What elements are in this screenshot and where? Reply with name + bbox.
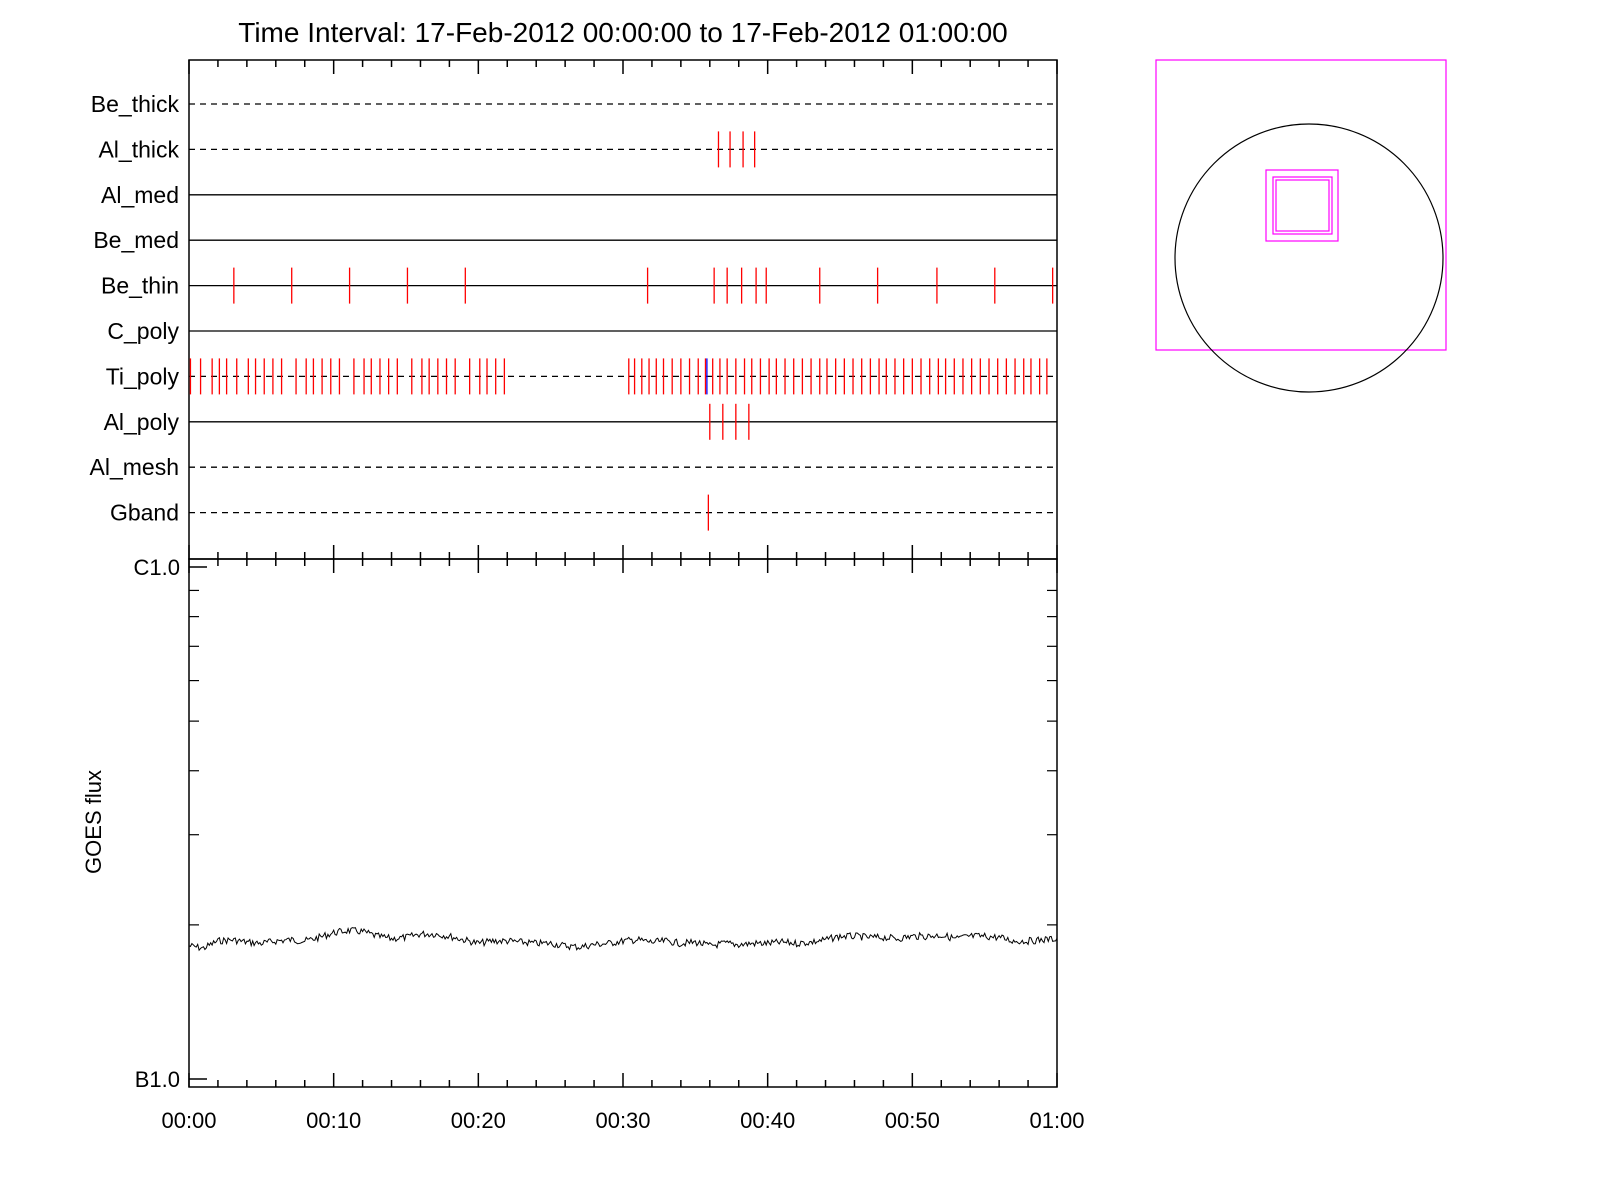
row-label-al_thick: Al_thick (98, 136, 179, 162)
x-tick-label: 00:10 (306, 1108, 361, 1133)
row-label-be_thick: Be_thick (91, 91, 180, 117)
fov-outer-box (1155, 59, 1447, 351)
goes-flux-panel: B1.0 C1.0 GOES flux 00:00 00:10 00:20 00:30 0… (81, 555, 1085, 1133)
goes-y-axis-label: GOES flux (81, 770, 106, 874)
row-label-al_mesh: Al_mesh (90, 454, 179, 480)
row-label-be_med: Be_med (93, 227, 179, 253)
goes-frame (188, 558, 1058, 1088)
row-label-al_poly: Al_poly (104, 409, 180, 435)
x-tick-label: 01:00 (1029, 1108, 1084, 1133)
row-label-c_poly: C_poly (107, 318, 179, 344)
x-tick-label: 00:20 (451, 1108, 506, 1133)
row-label-ti_poly: Ti_poly (106, 363, 180, 389)
filter-timeline-panel: Be_thick Al_thick Al_med Be_med Be_thin C_pol… (90, 59, 1058, 560)
y-tick-label: B1.0 (135, 1067, 180, 1092)
sun-disk (1174, 123, 1444, 393)
fov-box-large (1265, 169, 1339, 242)
goes-flux-line (188, 926, 1058, 952)
row-label-al_med: Al_med (101, 182, 179, 208)
x-tick-label: 00:40 (740, 1108, 795, 1133)
x-tick-label: 00:50 (885, 1108, 940, 1133)
row-label-be_thin: Be_thin (101, 273, 179, 299)
fov-box-small (1275, 179, 1330, 232)
x-tick-label: 00:30 (595, 1108, 650, 1133)
x-tick-label: 00:00 (161, 1108, 216, 1133)
field-of-view-panel (1155, 59, 1447, 393)
row-label-gband: Gband (110, 500, 179, 526)
timeline-frame (188, 59, 1058, 560)
y-tick-label: C1.0 (134, 555, 180, 580)
chart-title: Time Interval: 17-Feb-2012 00:00:00 to 1… (238, 17, 1007, 48)
fov-box-medium (1272, 176, 1333, 235)
